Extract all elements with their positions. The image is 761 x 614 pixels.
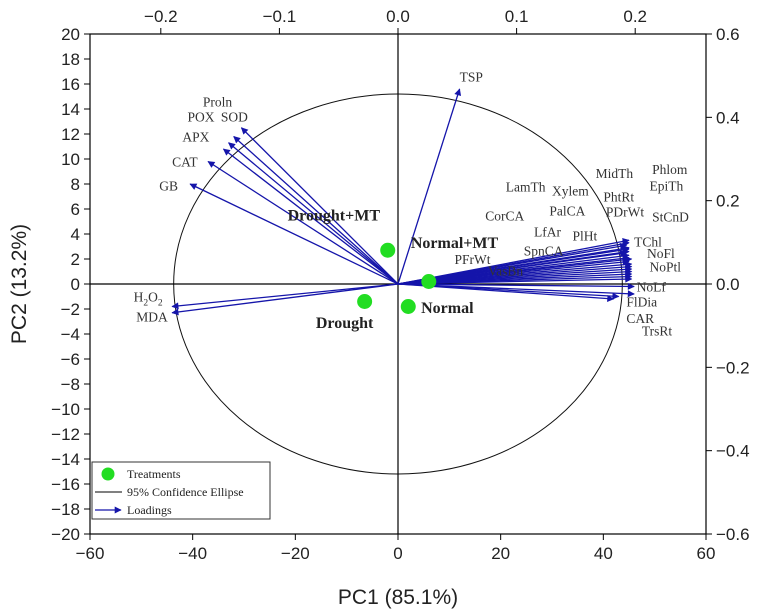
top-tick-label: 0.0 [386,7,410,26]
y-tick-label: 12 [61,125,80,144]
loading-label-palca: PalCA [549,203,585,218]
loading-label-sod: SOD [221,110,248,125]
loading-label-vasbn: VasBn [488,263,524,278]
loading-arrow-h2o2 [171,283,399,310]
right-tick-label: 0.2 [716,192,740,211]
y-tick-label: −20 [51,525,80,544]
treatment-label-drought: Drought [316,315,374,332]
y-tick-label: −14 [51,450,80,469]
x-tick-label: −60 [76,544,105,563]
y-tick-label: −4 [61,325,80,344]
loading-label-h2o2: H2O2 [134,290,163,309]
loading-arrow-cat [207,160,399,285]
loading-label-midth: MidTh [596,166,634,181]
loading-label-spnca: SpnCA [524,243,564,258]
top-tick-label: −0.2 [144,7,178,26]
y-tick-label: 20 [61,25,80,44]
loading-label-phlom: Phlom [652,162,688,177]
x-axis-title: PC1 (85.1%) [338,586,458,609]
right-tick-label: −0.4 [716,442,750,461]
treatment-label-normal-mt: Normal+MT [411,235,499,252]
treatment-point-normal-mt [421,274,437,289]
loading-label-lamth: LamTh [506,180,546,195]
loading-arrow-gb [189,183,399,285]
loading-label-tsp: TSP [460,70,483,85]
treatment-point-drought [357,294,373,309]
loading-arrow-noptl [397,275,633,285]
y-tick-label: −12 [51,425,80,444]
loading-label-proln: Proln [203,95,233,110]
loading-label-apx: APX [182,130,209,145]
loading-label-gb: GB [159,178,178,193]
loading-label-epith: EpiTh [650,178,684,193]
legend: Treatments 95% Confidence Ellipse Loadin… [91,461,271,520]
right-tick-label: 0.4 [716,108,740,127]
y-tick-label: 2 [71,250,80,269]
loading-label-stcnd: StCnD [652,210,689,225]
top-tick-label: −0.1 [263,7,297,26]
y-tick-label: 8 [71,175,80,194]
loading-label-xylem: Xylem [552,183,589,198]
loading-label-nolf: NoLf [637,280,667,295]
treatment-point-normal [400,299,416,314]
y-tick-label: 0 [71,275,80,294]
loading-label-noptl: NoPtl [650,260,682,275]
right-tick-label: −0.6 [716,525,750,544]
right-tick-label: 0.0 [716,275,740,294]
x-tick-label: 40 [594,544,613,563]
loading-label-car: CAR [626,311,654,326]
legend-label-treatments: Treatments [127,467,181,481]
right-tick-label: −0.2 [716,358,750,377]
y-tick-label: 16 [61,75,80,94]
loading-arrow-mda [171,283,399,316]
loading-label-phtrt: PhtRt [603,190,634,205]
loading-label-corca: CorCA [485,208,524,223]
y-tick-label: 4 [71,225,80,244]
y-tick-label: −18 [51,500,80,519]
loading-arrow-nolf [397,282,635,290]
top-tick-label: 0.2 [623,7,647,26]
loading-arrow-sod [233,136,399,285]
y-tick-label: 6 [71,200,80,219]
y-axis-title: PC2 (13.2%) [8,224,31,344]
loading-label-pdrwt: PDrWt [606,205,644,220]
x-tick-label: −20 [281,544,310,563]
loading-arrow-tsp [397,88,462,285]
y-tick-label: 18 [61,50,80,69]
loading-label-trsrt: TrsRt [642,323,673,338]
legend-marker-swatch [101,467,115,481]
x-tick-label: 60 [697,544,716,563]
treatment-label-drought-mt: Drought+MT [288,207,381,224]
loading-label-mda: MDA [136,310,168,325]
legend-label-ellipse: 95% Confidence Ellipse [127,485,244,499]
x-tick-label: 20 [491,544,510,563]
top-tick-label: 0.1 [505,7,529,26]
loading-label-pfrwt: PFrWt [454,252,490,267]
loading-label-tchl: TChl [634,235,662,250]
y-tick-label: 14 [61,100,80,119]
y-tick-label: −8 [61,375,80,394]
loading-label-fldia: FlDia [626,295,657,310]
loading-label-nofl: NoFl [647,246,675,261]
y-tick-label: −6 [61,350,80,369]
y-tick-label: −2 [61,300,80,319]
treatment-point-drought-mt [380,242,396,258]
loading-label-cat: CAT [172,155,198,170]
y-tick-label: −16 [51,475,80,494]
y-tick-label: −10 [51,400,80,419]
loading-arrow-pox [228,142,399,285]
legend-label-loadings: Loadings [127,503,172,517]
y-tick-label: 10 [61,150,80,169]
x-tick-label: −40 [178,544,207,563]
x-tick-label: 0 [393,544,402,563]
loading-arrow-apx [222,148,399,285]
loading-arrow-proln [240,127,399,285]
loading-label-lfar: LfAr [534,225,561,240]
right-tick-label: 0.6 [716,25,740,44]
loading-label-plht: PlHt [573,228,598,243]
treatment-label-normal: Normal [421,300,474,317]
loading-label-pox: POX [188,110,215,125]
